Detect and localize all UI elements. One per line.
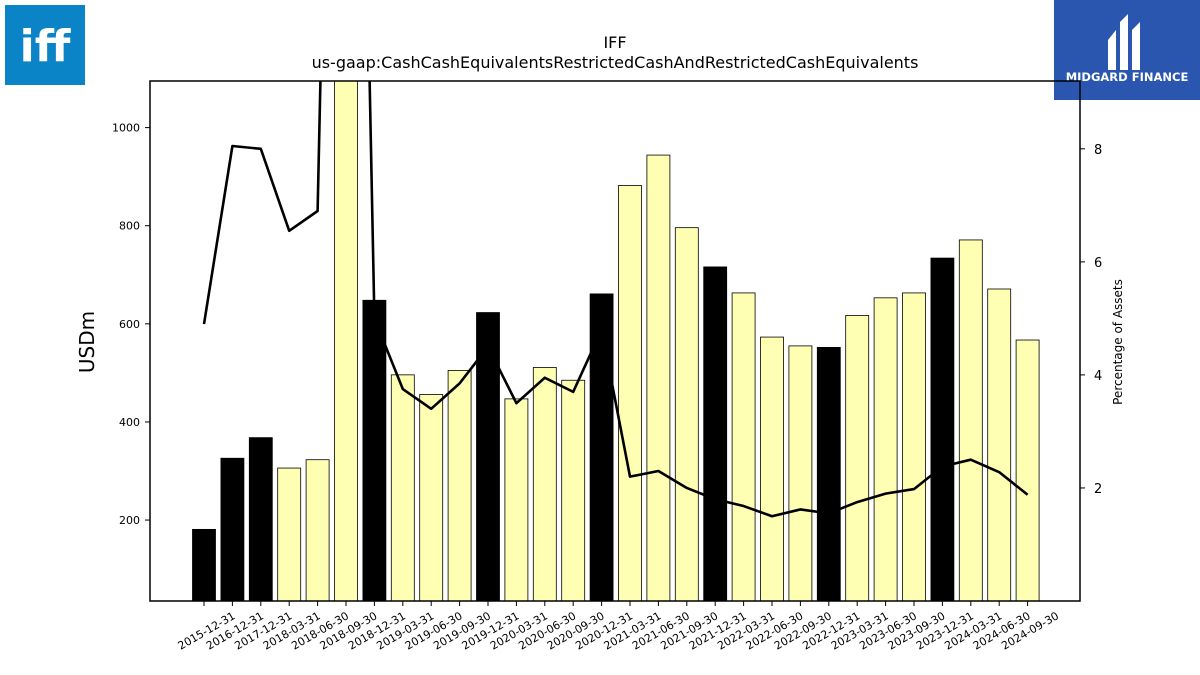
y2-tick-label: 6 [1094, 256, 1102, 271]
bar-2022-09-30 [788, 345, 813, 601]
y2-tick-label: 2 [1094, 482, 1102, 497]
y-tick-label: 800 [119, 220, 140, 233]
bar-2021-03-31 [618, 185, 642, 601]
bar-2017-12-31 [248, 437, 273, 601]
bar-2018-03-31 [277, 467, 302, 601]
bar-2023-06-30 [873, 297, 898, 601]
y2-tick-label: 8 [1094, 143, 1102, 158]
bar-2015-12-31 [192, 528, 216, 601]
bar-series [192, 81, 1040, 601]
company-logo-text: iff [20, 21, 72, 72]
bar-2024-03-31 [958, 239, 983, 601]
bar-2019-03-31 [390, 374, 415, 601]
company-logo: iff [5, 5, 85, 85]
y2-tick-label: 4 [1094, 369, 1102, 384]
bar-2018-12-31 [362, 299, 387, 601]
bar-2024-09-30 [1015, 339, 1040, 601]
bar-2022-06-30 [760, 336, 784, 601]
chart-title: IFF [603, 33, 626, 52]
publisher-logo: MIDGARD FINANCE [1054, 0, 1200, 100]
y2-axis-label: Percentage of Assets [1111, 279, 1125, 405]
bar-2019-06-30 [419, 394, 444, 601]
bar-2018-06-30 [305, 459, 330, 601]
bar-2021-12-31 [703, 266, 728, 601]
publisher-mark-icon [1108, 14, 1140, 70]
plot-area: 200400600800100024682015-12-312016-12-31… [112, 80, 1102, 653]
bar-2019-12-31 [476, 312, 500, 601]
publisher-logo-text: MIDGARD FINANCE [1066, 70, 1189, 84]
chart-subtitle: us-gaap:CashCashEquivalentsRestrictedCas… [312, 53, 919, 72]
bar-2020-12-31 [589, 293, 614, 601]
bar-2019-09-30 [447, 370, 472, 601]
y-tick-label: 600 [119, 318, 140, 331]
bar-2016-12-31 [220, 457, 245, 601]
plot-frame [149, 80, 1081, 602]
company-logo-background [5, 5, 85, 85]
bar-2018-09-30 [334, 81, 358, 601]
y-tick-label: 400 [119, 416, 140, 429]
bar-2020-03-31 [504, 398, 529, 601]
bar-2022-03-31 [731, 292, 756, 601]
bar-2020-09-30 [561, 379, 586, 601]
bar-2023-03-31 [845, 315, 870, 601]
y-tick-label: 200 [119, 514, 140, 527]
bar-2023-09-30 [902, 292, 926, 601]
percentage-line [202, 81, 1029, 518]
bar-2021-09-30 [674, 227, 699, 601]
y-axis-label: USDm [75, 311, 99, 373]
y-tick-label: 1000 [112, 122, 140, 135]
bar-2022-12-31 [816, 346, 841, 601]
bar-2024-06-30 [987, 288, 1012, 601]
bar-2021-06-30 [646, 154, 671, 601]
bar-2023-12-31 [930, 257, 955, 601]
bar-2020-06-30 [532, 367, 557, 601]
